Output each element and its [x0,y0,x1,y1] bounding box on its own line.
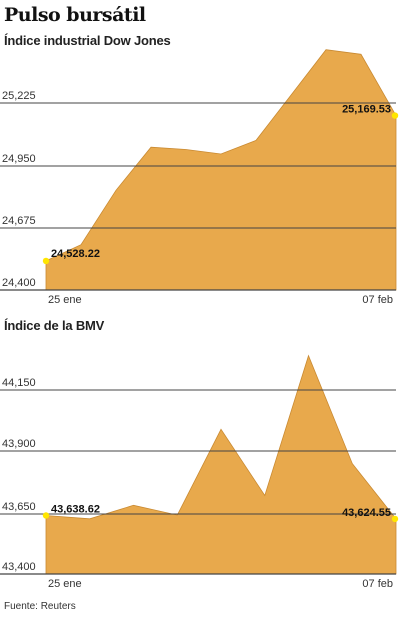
dow-last-value-label: 25,169.53 [342,104,391,116]
bmv-area-series [45,354,397,575]
dow-y-tick-label: 24,400 [2,277,36,289]
page-title: Pulso bursátil [4,4,146,26]
bmv-chart-title: Índice de la BMV [4,318,105,333]
dow-first-point-marker [42,257,50,265]
bmv-x-end-label: 07 feb [362,578,393,590]
dow-y-tick-label: 25,225 [2,90,36,102]
bmv-y-tick-label: 43,650 [2,501,36,513]
dow-y-tick-label: 24,675 [2,215,36,227]
bmv-first-point-marker [42,512,50,519]
dow-x-start-label: 25 ene [48,294,82,306]
bmv-y-tick-label: 44,150 [2,377,36,389]
bmv-y-tick-label: 43,400 [2,561,36,573]
bmv-last-point-marker [391,515,399,523]
source-note: Fuente: Reuters [4,601,76,612]
dow-jones-chart-title: Índice industrial Dow Jones [4,33,171,48]
dow-area-series [45,49,397,291]
dow-x-end-label: 07 feb [362,294,393,306]
bmv-first-value-label: 43,638.62 [51,503,100,515]
dow-last-point-marker [391,112,399,119]
bmv-x-start-label: 25 ene [48,578,82,590]
bmv-y-tick-label: 43,900 [2,438,36,450]
dow-y-tick-label: 24,950 [2,153,36,165]
dow-jones-chart: 24,400 24,675 24,950 25,225 25 ene 07 feb 24,5… [0,49,399,306]
bmv-last-value-label: 43,624.55 [342,507,391,519]
dow-first-value-label: 24,528.22 [51,248,100,260]
